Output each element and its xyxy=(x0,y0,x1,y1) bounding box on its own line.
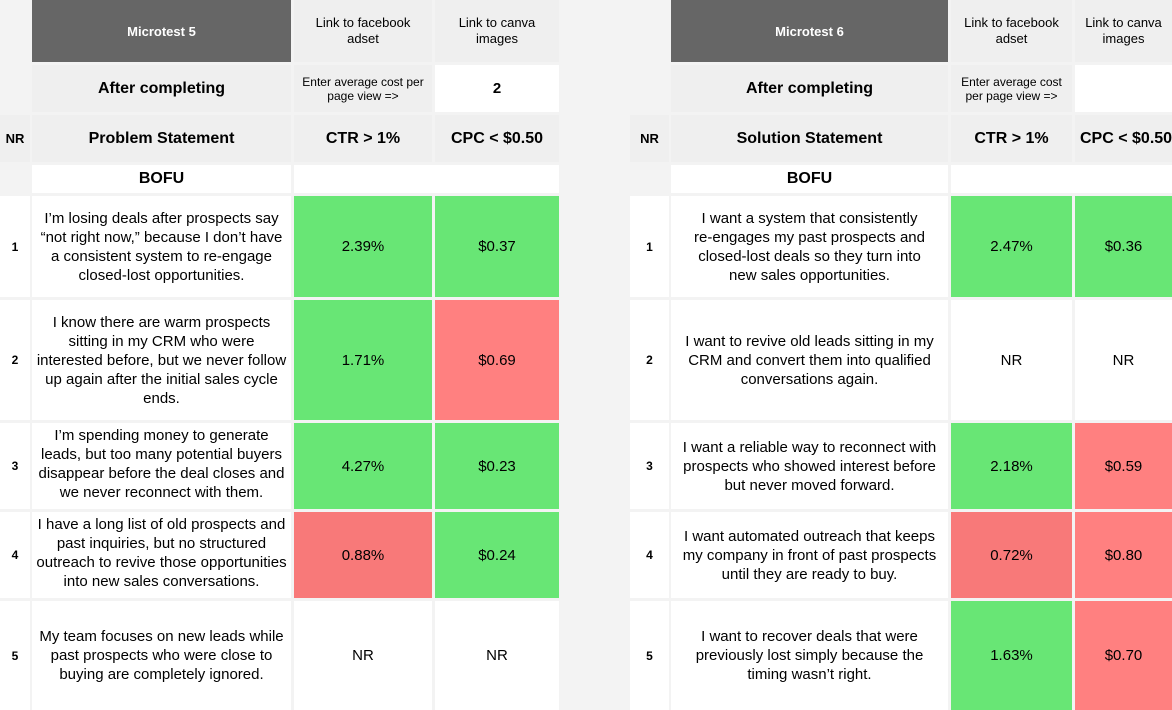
cost-per-page-view-input[interactable]: 2 xyxy=(435,65,559,112)
solution-statement-cell[interactable]: I want automated outreach that keeps my … xyxy=(671,512,948,598)
cpc-cell[interactable]: $0.69 xyxy=(435,300,559,420)
column-header-ctr: CTR > 1% xyxy=(294,115,432,162)
canva-images-link[interactable]: Link to canva images xyxy=(1075,0,1172,62)
solution-statement-text: I want to revive old leads sitting in my… xyxy=(685,332,934,388)
microtest-5-title: Microtest 5 xyxy=(32,0,291,62)
row-number: 5 xyxy=(630,601,669,710)
solution-statement-text: I want to recover deals that were previo… xyxy=(695,628,924,683)
cpc-cell[interactable]: $0.37 xyxy=(435,196,559,297)
row-number: 2 xyxy=(630,300,669,420)
facebook-adset-link[interactable]: Link to facebook adset xyxy=(294,0,432,62)
problem-statement-cell[interactable]: My team focuses on new leads while past … xyxy=(32,601,291,710)
problem-statement-cell[interactable]: I have a long list of old prospects and … xyxy=(32,512,291,598)
column-header-nr: NR xyxy=(630,115,669,162)
row-number: 4 xyxy=(630,512,669,598)
solution-statement-text: I want a reliable way to reconnect with … xyxy=(682,438,937,494)
ctr-cell[interactable]: 4.27% xyxy=(294,423,432,509)
after-completing-label: After completing xyxy=(671,65,948,112)
cpc-cell[interactable]: $0.36 xyxy=(1075,196,1172,297)
solution-statement-cell[interactable]: I want to revive old leads sitting in my… xyxy=(671,300,948,420)
solution-statement-cell[interactable]: I want a reliable way to reconnect with … xyxy=(671,423,948,509)
column-header-nr: NR xyxy=(0,115,30,162)
problem-statement-cell[interactable]: I’m spending money to generate leads, bu… xyxy=(32,423,291,509)
problem-statement-text: I’m losing deals after prospects say “no… xyxy=(40,209,283,284)
after-completing-label: After completing xyxy=(32,65,291,112)
cost-per-page-view-input[interactable] xyxy=(1075,65,1172,112)
cpc-cell[interactable]: $0.59 xyxy=(1075,423,1172,509)
row-number: 1 xyxy=(0,196,30,297)
ctr-cell[interactable]: 2.47% xyxy=(951,196,1072,297)
row-number: 3 xyxy=(0,423,30,509)
row-number: 5 xyxy=(0,601,30,710)
row-number: 2 xyxy=(0,300,30,420)
section-bofu: BOFU xyxy=(32,165,291,193)
problem-statement-text: I know there are warm prospects sitting … xyxy=(36,313,287,407)
facebook-adset-link[interactable]: Link to facebook adset xyxy=(951,0,1072,62)
ctr-cell[interactable]: 2.39% xyxy=(294,196,432,297)
cost-per-page-view-prompt: Enter average cost per page view => xyxy=(951,65,1072,112)
column-header-solution-statement: Solution Statement xyxy=(671,115,948,162)
cpc-cell[interactable]: $0.23 xyxy=(435,423,559,509)
cpc-cell[interactable]: NR xyxy=(1075,300,1172,420)
row-number: 3 xyxy=(630,423,669,509)
cpc-cell[interactable]: $0.24 xyxy=(435,512,559,598)
section-empty-cell xyxy=(951,165,1172,193)
problem-statement-text: I’m spending money to generate leads, bu… xyxy=(38,427,285,501)
ctr-cell[interactable]: 1.63% xyxy=(951,601,1072,710)
ctr-cell[interactable]: NR xyxy=(294,601,432,710)
microtest-6-title: Microtest 6 xyxy=(671,0,948,62)
column-header-cpc: CPC < $0.50 xyxy=(435,115,559,162)
column-header-problem-statement: Problem Statement xyxy=(32,115,291,162)
cpc-cell[interactable]: NR xyxy=(435,601,559,710)
problem-statement-cell[interactable]: I’m losing deals after prospects say “no… xyxy=(32,196,291,297)
problem-statement-text: I have a long list of old prospects and … xyxy=(36,516,287,590)
problem-statement-cell[interactable]: I know there are warm prospects sitting … xyxy=(32,300,291,420)
section-bofu: BOFU xyxy=(671,165,948,193)
canva-images-link[interactable]: Link to canva images xyxy=(435,0,559,62)
cost-per-page-view-prompt: Enter average cost per page view => xyxy=(294,65,432,112)
section-empty-cell xyxy=(294,165,559,193)
ctr-cell[interactable]: 0.88% xyxy=(294,512,432,598)
solution-statement-text: I want a system that consistently re-eng… xyxy=(694,209,925,284)
solution-statement-cell[interactable]: I want a system that consistently re-eng… xyxy=(671,196,948,297)
ctr-cell[interactable]: NR xyxy=(951,300,1072,420)
cpc-cell[interactable]: $0.80 xyxy=(1075,512,1172,598)
ctr-cell[interactable]: 2.18% xyxy=(951,423,1072,509)
column-header-ctr: CTR > 1% xyxy=(951,115,1072,162)
column-header-cpc: CPC < $0.50 xyxy=(1075,115,1172,162)
solution-statement-text: I want automated outreach that keeps my … xyxy=(682,527,937,583)
ctr-cell[interactable]: 1.71% xyxy=(294,300,432,420)
problem-statement-text: My team focuses on new leads while past … xyxy=(39,628,284,683)
row-number: 4 xyxy=(0,512,30,598)
ctr-cell[interactable]: 0.72% xyxy=(951,512,1072,598)
row-number: 1 xyxy=(630,196,669,297)
solution-statement-cell[interactable]: I want to recover deals that were previo… xyxy=(671,601,948,710)
cpc-cell[interactable]: $0.70 xyxy=(1075,601,1172,710)
